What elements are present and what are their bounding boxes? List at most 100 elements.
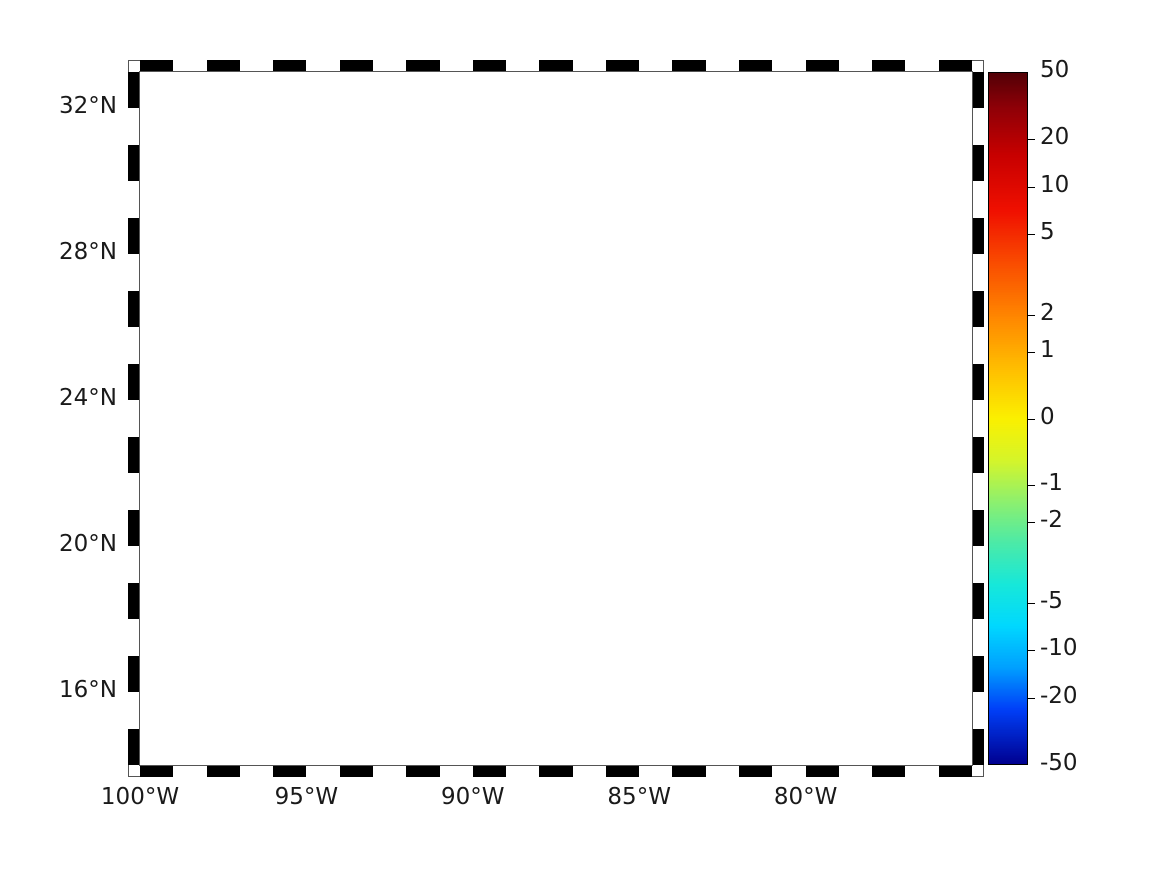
frame-segment — [239, 60, 274, 71]
frame-segment — [539, 60, 573, 71]
frame-segment — [973, 108, 984, 145]
frame-segment — [128, 692, 139, 729]
y-tick-label: 16°N — [59, 677, 117, 704]
frame-segment — [973, 655, 984, 693]
frame-segment — [572, 60, 606, 71]
frame-segment — [973, 582, 984, 620]
frame-segment — [372, 60, 407, 71]
frame-segment — [506, 766, 540, 777]
colorbar-tick-label: 20 — [1040, 123, 1070, 150]
frame-segment — [905, 766, 939, 777]
frame-segment — [639, 60, 673, 71]
frame-segment — [938, 766, 972, 777]
frame-segment — [128, 509, 139, 547]
frame-segment — [739, 766, 773, 777]
frame-segment — [306, 60, 340, 71]
frame-segment — [273, 766, 307, 777]
y-tick-label: 32°N — [59, 93, 117, 120]
frame-segment — [128, 290, 139, 328]
x-tick-label: 80°W — [773, 784, 838, 810]
frame-segment — [872, 766, 906, 777]
colorbar-tick — [1028, 603, 1035, 605]
frame-segment — [128, 546, 139, 583]
frame-segment — [973, 290, 984, 328]
frame-segment — [572, 766, 606, 777]
frame-segment — [128, 728, 139, 765]
frame-segment — [128, 217, 139, 255]
frame-segment — [306, 766, 340, 777]
frame-segment — [173, 60, 207, 71]
frame-segment — [439, 60, 473, 71]
frame-segment — [439, 766, 473, 777]
colorbar-tick-label: -2 — [1040, 507, 1063, 534]
frame-segment — [339, 60, 373, 71]
y-tick-label: 28°N — [59, 239, 117, 266]
colorbar-tick-label: -5 — [1040, 588, 1063, 615]
frame-segment — [128, 655, 139, 693]
frame-segment — [973, 509, 984, 547]
frame-segment — [705, 60, 740, 71]
frame-segment — [140, 766, 174, 777]
frame-segment — [128, 144, 139, 182]
frame-segment — [672, 60, 706, 71]
colorbar-tick-label: 1 — [1040, 337, 1055, 364]
colorbar-tick — [1028, 649, 1035, 651]
frame-segment — [838, 60, 873, 71]
y-tick-label: 20°N — [59, 531, 117, 558]
colorbar-gradient — [988, 72, 1028, 765]
frame-segment — [973, 728, 984, 765]
frame-segment — [739, 60, 773, 71]
frame-segment — [128, 72, 139, 109]
frame-segment — [973, 436, 984, 474]
frame-segment — [128, 108, 139, 145]
frame-segment — [339, 766, 373, 777]
frame-segment — [539, 766, 573, 777]
colorbar-tick — [1028, 522, 1035, 524]
frame-segment — [128, 327, 139, 364]
colorbar-tick-label: -10 — [1040, 634, 1078, 661]
frame-segment — [973, 217, 984, 255]
frame-segment — [973, 181, 984, 218]
frame-segment — [973, 400, 984, 437]
frame-segment — [872, 60, 906, 71]
frame-segment — [805, 60, 839, 71]
frame-segment — [973, 692, 984, 729]
frame-segment — [973, 144, 984, 182]
colorbar-tick — [1028, 352, 1035, 354]
frame-segment — [506, 60, 540, 71]
colorbar-tick-label: -50 — [1040, 750, 1078, 776]
frame-segment — [973, 72, 984, 109]
frame-segment — [128, 254, 139, 291]
frame-segment — [128, 473, 139, 510]
frame-segment — [973, 254, 984, 291]
colorbar-tick — [1028, 418, 1035, 420]
colorbar-tick-label: 50 — [1040, 57, 1070, 83]
frame-segment — [206, 60, 240, 71]
frame-segment — [128, 400, 139, 437]
colorbar[interactable] — [988, 72, 1028, 765]
frame-segment — [273, 60, 307, 71]
frame-segment — [239, 766, 274, 777]
colorbar-tick-label: -20 — [1040, 683, 1078, 710]
colorbar-tick — [1028, 314, 1035, 316]
colorbar-tick-label: -1 — [1040, 469, 1063, 496]
colorbar-tick-label: 2 — [1040, 299, 1055, 326]
frame-segment — [838, 766, 873, 777]
colorbar-tick — [1028, 698, 1035, 700]
colorbar-tick-label: 10 — [1040, 172, 1070, 199]
y-tick-label: 24°N — [59, 385, 117, 412]
frame-inner-outline — [139, 71, 973, 766]
frame-segment — [805, 766, 839, 777]
frame-segment — [472, 766, 507, 777]
frame-segment — [973, 546, 984, 583]
frame-segment — [372, 766, 407, 777]
frame-segment — [772, 60, 806, 71]
frame-segment — [128, 181, 139, 218]
frame-segment — [973, 619, 984, 656]
frame-segment — [128, 436, 139, 474]
frame-segment — [472, 60, 507, 71]
colorbar-tick — [1028, 187, 1035, 189]
frame-segment — [128, 582, 139, 620]
frame-segment — [605, 60, 640, 71]
